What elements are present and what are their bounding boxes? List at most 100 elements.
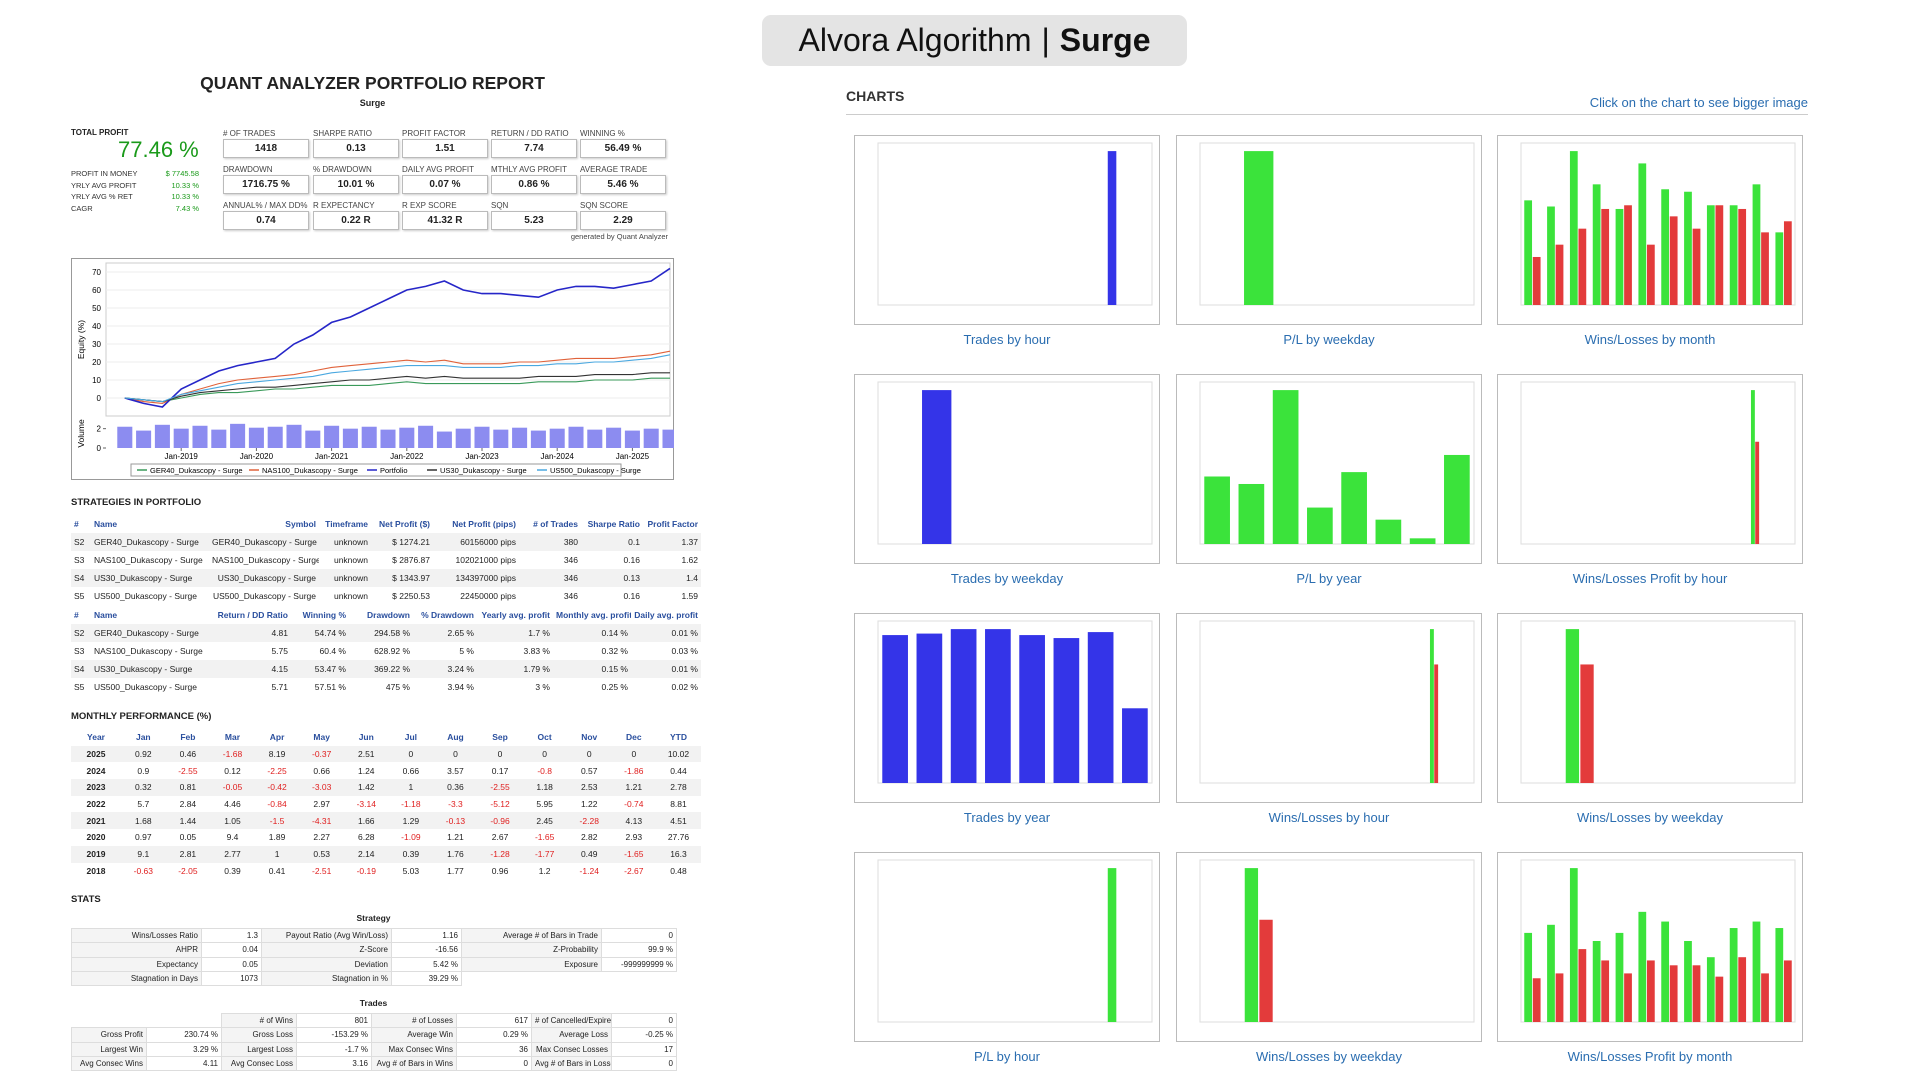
trades-stats: # of Wins 801 # of Losses 617 # of Cancelled… (71, 1012, 677, 1072)
header-cell: YTD (669, 732, 687, 743)
x-tick-label: Jan-2020 (240, 452, 274, 461)
bar (1578, 228, 1587, 305)
stat-value: 10.33 % (171, 192, 199, 201)
table-cell: 1.05 (210, 812, 255, 830)
chart-thumbnail[interactable] (1497, 135, 1803, 325)
table-cell: 0.96 (491, 865, 509, 876)
header-cell: Dec (626, 732, 642, 743)
bar (1307, 507, 1333, 544)
table-cell: -0.05 (210, 779, 255, 796)
table-cell: 6.28 (357, 832, 375, 843)
table-cell: 5.71 (271, 682, 288, 692)
table-cell: 0 (611, 745, 657, 763)
chart-thumbnail[interactable] (854, 613, 1160, 803)
bar (1592, 941, 1601, 1022)
volume-bar (211, 429, 227, 448)
table-cell: -0.37 (299, 745, 344, 763)
table-cell: 0.66 (402, 765, 420, 776)
plot-frame (1520, 620, 1796, 784)
table-cell: 36 (456, 1041, 532, 1057)
table-row: 2020 0.97 0.05 9.4 1.89 2.27 6.28 -1.09 1.21 2.67… (71, 829, 701, 846)
table-cell: 2021 (71, 812, 121, 830)
table-cell: Average Loss (531, 1027, 612, 1043)
bar (1715, 976, 1724, 1022)
bar (1669, 965, 1678, 1022)
bar (1107, 868, 1117, 1022)
bar (1692, 228, 1701, 305)
thumb-frame (854, 374, 1160, 564)
stat-value: 10.33 % (171, 180, 199, 190)
table-row: 2022 5.7 2.84 4.46 -0.84 2.97 -3.14 -1.18 -3.3 -5… (71, 796, 701, 813)
chart-thumbnail[interactable] (1497, 852, 1803, 1042)
legend: GER40_Dukascopy - Surge NAS100_Dukascopy … (130, 463, 641, 477)
charts-hint[interactable]: Click on the chart to see bigger image (1589, 95, 1808, 110)
bar (1601, 208, 1610, 305)
kpi-value: 7.74 (491, 139, 577, 158)
bar (985, 629, 1011, 783)
bar (1565, 629, 1580, 783)
chart-thumbnail[interactable] (1497, 613, 1803, 803)
table-cell: S2 (71, 624, 91, 642)
table-cell: 4.13 (611, 812, 657, 830)
chart-thumbnail[interactable] (854, 852, 1160, 1042)
table-cell: -1.86 (624, 765, 644, 776)
table-cell: US30_Dukascopy - Surge (91, 660, 209, 678)
bar (1755, 441, 1760, 544)
kpi-label: AVERAGE TRADE (580, 165, 648, 174)
bar (1019, 635, 1045, 783)
plot-frame (1199, 381, 1475, 545)
chart-thumbnail[interactable] (1176, 135, 1482, 325)
table-cell: 0.05 (179, 832, 197, 843)
chart-thumbnail[interactable] (854, 135, 1160, 325)
table-cell: 1.21 (611, 779, 657, 796)
table-cell: 1073 (201, 970, 262, 987)
table-cell: 5.42 % (391, 956, 462, 972)
separator: | (1041, 22, 1050, 58)
plot-frame (1199, 142, 1475, 306)
chart-thumbnail[interactable] (1497, 374, 1803, 564)
chart-caption: Trades by weekday (950, 571, 1064, 586)
volume-bar (154, 424, 170, 448)
table-cell: -1.68 (210, 745, 255, 763)
table-cell: 0.05 (201, 956, 262, 972)
table-cell: 1.24 (357, 765, 375, 776)
chart-thumbnail[interactable] (854, 374, 1160, 564)
header-cell: Year (87, 732, 105, 743)
chart-thumbnail[interactable] (1176, 852, 1482, 1042)
table-cell: NAS100_Dukascopy - Surge (94, 646, 203, 656)
table-cell: -3.3 (448, 799, 463, 810)
table-cell: 0.32 (121, 779, 166, 796)
table-cell: 2019 (71, 845, 121, 863)
table-cell: 0.01 % (631, 624, 701, 642)
y-axis-label: Equity (%) (76, 320, 86, 359)
chart-thumbnail[interactable] (1176, 374, 1482, 564)
table-cell: 4.11 (146, 1055, 222, 1072)
bar (1783, 221, 1792, 305)
y-tick-label: 40 (92, 322, 101, 331)
table-cell: 54.74 % (291, 624, 349, 642)
table-cell: 801 (296, 1012, 372, 1029)
table-cell: # of Cancelled/Expired (531, 1012, 612, 1029)
equity-chart: 0 10 20 30 40 50 60 70 0 2 Jan-2019 Jan-2020 Jan-202… (71, 258, 674, 480)
header-cell: Sep (492, 732, 508, 743)
chart-thumbnail[interactable] (1176, 613, 1482, 803)
bar (1661, 189, 1670, 305)
x-tick-label: Jan-2022 (390, 452, 424, 461)
table-cell: 0.29 % (456, 1027, 532, 1043)
table-cell: -153.29 % (296, 1027, 372, 1043)
table-cell: 0.48 (670, 865, 687, 876)
table-cell: 0.36 (433, 779, 478, 796)
bar (1592, 184, 1601, 305)
bar (1706, 205, 1715, 305)
bar (1532, 978, 1541, 1022)
volume-bar (248, 427, 264, 448)
volume-bar (493, 429, 509, 448)
header-cell: Apr (269, 732, 285, 743)
table-cell: -5.12 (490, 799, 510, 810)
header-cell: Net Profit (pips) (452, 519, 516, 529)
table-cell: 0.17 (491, 765, 509, 776)
header-cell: Return / DD Ratio (217, 610, 288, 620)
bar (1669, 216, 1678, 305)
table-cell: -2.28 (566, 812, 612, 830)
